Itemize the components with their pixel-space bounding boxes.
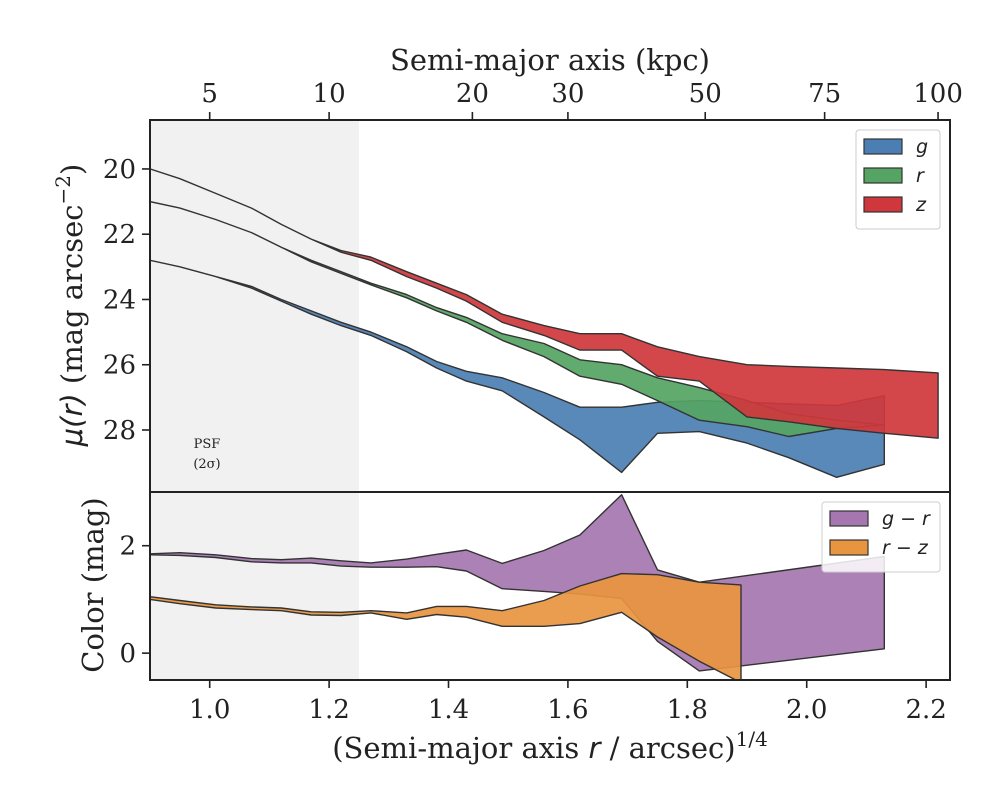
psf-shaded-region [150, 120, 359, 492]
y-tick-label: 28 [103, 416, 136, 446]
color-bands [150, 494, 885, 680]
psf-label-line1: PSF [194, 437, 221, 452]
legend-label: g [916, 136, 928, 158]
y-tick-label: 0 [119, 639, 136, 669]
legend-label: z [915, 194, 927, 216]
bottom-panel-frame [149, 491, 951, 681]
x-tick-label: 1.6 [547, 695, 588, 725]
bottom-y-axis-title: Color (mag) [76, 497, 110, 672]
top-y-ticks: 20 22 24 26 28 [103, 155, 150, 446]
kpc-tick-label: 50 [689, 79, 722, 109]
legend-label: r [916, 165, 925, 187]
y-tick-label: 2 [119, 532, 136, 562]
bottom-x-ticks: 1.0 1.2 1.4 1.6 1.8 2.0 2.2 [189, 680, 947, 725]
y-tick-label: 24 [103, 285, 136, 315]
legend-swatch [829, 539, 869, 556]
kpc-tick-label: 10 [313, 79, 346, 109]
y-tick-label: 20 [103, 155, 136, 185]
legend-swatch [863, 138, 903, 155]
x-tick-label: 1.2 [308, 695, 349, 725]
y-tick-label: 26 [103, 351, 136, 381]
legend-label: r − z [882, 537, 929, 559]
kpc-tick-label: 100 [913, 79, 963, 109]
profile-bands [150, 168, 939, 478]
profile-legend: grz [855, 129, 941, 230]
top-kpc-ticks: 5 10 20 30 50 75 100 [201, 79, 963, 120]
legend-swatch [829, 510, 869, 527]
x-tick-label: 2.2 [905, 695, 946, 725]
kpc-tick-label: 20 [456, 79, 489, 109]
x-tick-label: 2.0 [786, 695, 827, 725]
bottom-x-axis-title: (Semi-major axis r / arcsec)1/4 [332, 727, 768, 765]
x-tick-label: 1.4 [428, 695, 469, 725]
psf-shaded-region-bottom [150, 492, 359, 680]
legend-label: g − r [882, 508, 931, 530]
x-tick-label: 1.0 [189, 695, 230, 725]
x-tick-label: 1.8 [667, 695, 708, 725]
kpc-tick-label: 30 [551, 79, 584, 109]
band-rz [150, 572, 742, 680]
psf-label-line2: (2σ) [193, 457, 220, 472]
bottom-y-ticks: 02 [119, 532, 150, 669]
y-tick-label: 22 [103, 220, 136, 250]
kpc-tick-label: 5 [201, 79, 218, 109]
top-axis-title: Semi-major axis (kpc) [390, 43, 710, 77]
top-y-axis-title: μ(r) (mag arcsec−2) [51, 164, 89, 448]
color-panel: 02 1.0 1.2 1.4 1.6 1.8 2.0 2.2 Color (mag) (Se… [76, 491, 951, 765]
kpc-tick-label: 75 [808, 79, 841, 109]
legend-swatch [863, 167, 903, 184]
color-legend: g − r r − z [821, 501, 941, 573]
band-z [150, 168, 939, 439]
surface-brightness-panel: 20 22 24 26 28 5 10 20 30 50 75 100 Semi-major axi… [51, 43, 963, 493]
legend-swatch [863, 196, 903, 213]
